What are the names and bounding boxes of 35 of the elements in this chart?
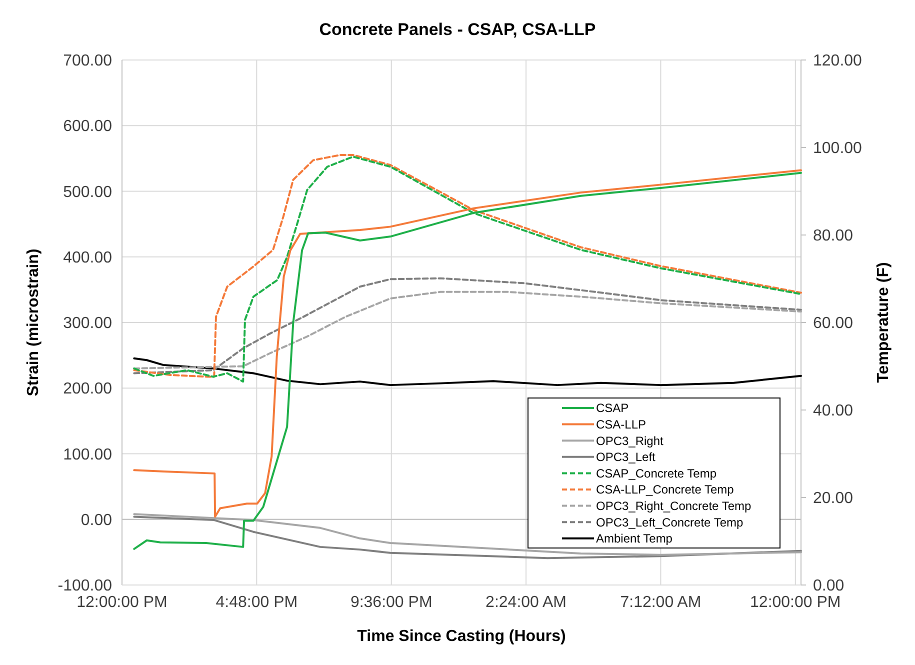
- y2-tick-label: 40.00: [813, 402, 854, 420]
- legend-label: Ambient Temp: [596, 532, 673, 546]
- legend-label: OPC3_Left_Concrete Temp: [596, 515, 744, 530]
- y-tick-label: 400.00: [63, 249, 112, 266]
- y2-tick-label: 120.00: [813, 52, 862, 70]
- chart-title: Concrete Panels - CSAP, CSA-LLP: [319, 20, 596, 39]
- legend-label: OPC3_Right: [596, 434, 664, 448]
- y-tick-label: 700.00: [63, 52, 112, 70]
- y2-tick-label: 20.00: [813, 490, 854, 508]
- y2-axis-title: Temperature (F): [875, 262, 892, 383]
- y-tick-label: 100.00: [63, 446, 112, 464]
- y-axis-title: Strain (microstrain): [25, 248, 42, 396]
- x-tick-label: 7:12:00 AM: [620, 594, 702, 611]
- legend-label: OPC3_Right_Concrete Temp: [596, 499, 752, 513]
- y2-tick-label: 100.00: [813, 140, 862, 158]
- legend-label: CSA-LLP_Concrete Temp: [596, 482, 734, 497]
- y-tick-label: 300.00: [63, 315, 112, 332]
- x-tick-label: 4:48:00 PM: [216, 594, 298, 611]
- legend-label: CSAP_Concrete Temp: [596, 466, 717, 480]
- y-tick-label: -100.00: [58, 578, 112, 595]
- y-tick-label: 600.00: [63, 118, 112, 136]
- x-tick-label: 9:36:00 PM: [350, 594, 432, 611]
- y-tick-label: 500.00: [63, 184, 112, 201]
- x-tick-label: 12:00:00 PM: [76, 594, 168, 611]
- legend-label: CSAP: [596, 401, 629, 416]
- x-axis-title: Time Since Casting (Hours): [357, 628, 566, 645]
- y-tick-label: 0.00: [80, 512, 112, 529]
- y2-tick-label: 60.00: [813, 315, 854, 332]
- y2-tick-label: 0.00: [813, 578, 844, 595]
- x-tick-label: 2:24:00 AM: [486, 594, 567, 611]
- legend-label: CSA-LLP: [596, 418, 646, 432]
- y2-tick-label: 80.00: [813, 228, 854, 245]
- legend-label: OPC3_Left: [596, 450, 656, 464]
- x-tick-label: 12:00:00 PM: [750, 594, 841, 611]
- y-tick-label: 200.00: [63, 380, 112, 398]
